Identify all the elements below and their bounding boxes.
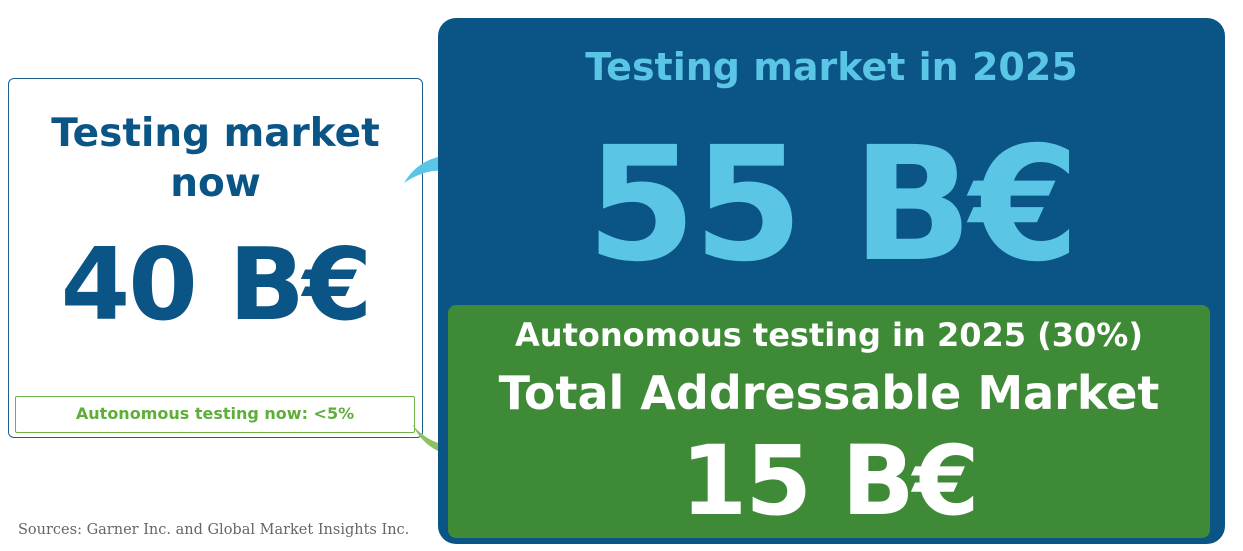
future-market-value: 55 B€ bbox=[586, 113, 1079, 297]
current-market-value: 40 B€ bbox=[60, 226, 373, 343]
tam-panel: Autonomous testing in 2025 (30%) Total A… bbox=[448, 305, 1210, 538]
sources-note: Sources: Garner Inc. and Global Market I… bbox=[18, 522, 410, 538]
tam-value: 15 B€ bbox=[680, 425, 980, 537]
autonomous-now-badge: Autonomous testing now: <5% bbox=[15, 396, 415, 433]
tam-title: Total Addressable Market bbox=[498, 366, 1160, 420]
future-market-title: Testing market in 2025 bbox=[585, 45, 1078, 89]
current-market-title: Testing market now bbox=[51, 111, 380, 206]
current-market-card: Testing market now 40 B€ Autonomous test… bbox=[8, 78, 423, 438]
tam-subtitle: Autonomous testing in 2025 (30%) bbox=[515, 316, 1143, 354]
